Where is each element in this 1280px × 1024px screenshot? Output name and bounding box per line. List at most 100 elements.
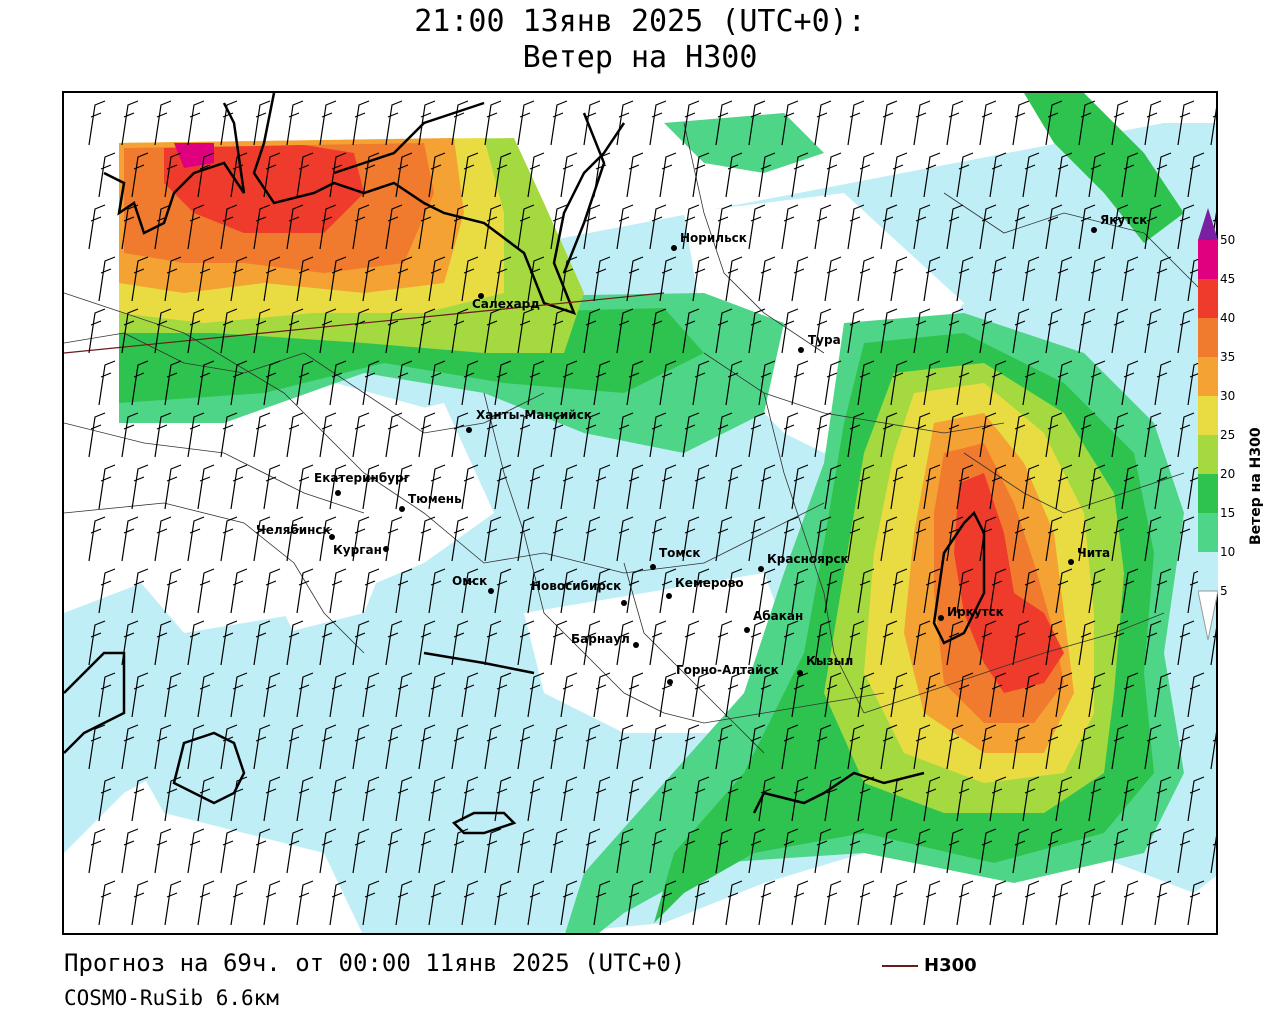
wind-barb: [692, 360, 710, 406]
wind-barb: [814, 828, 832, 874]
wind-barb: [880, 828, 898, 874]
city-dot: [488, 588, 494, 594]
wind-barb: [451, 412, 469, 458]
wind-barb: [121, 100, 139, 146]
wind-barb: [494, 776, 512, 822]
wind-barb: [880, 308, 898, 354]
wind-barb: [791, 776, 809, 822]
wind-barb: [461, 568, 479, 614]
wind-barb: [979, 412, 997, 458]
wind-barb: [913, 412, 931, 458]
wind-barb: [1210, 731, 1216, 770]
wind-barb: [230, 152, 248, 198]
coastlines: [64, 93, 986, 835]
wind-barb: [121, 724, 139, 770]
wind-barb: [550, 412, 568, 458]
wind-barb: [956, 256, 974, 302]
wind-barb: [230, 256, 248, 302]
wind-barb: [1022, 672, 1040, 718]
wind-barb: [847, 620, 865, 666]
wind-barb: [560, 776, 578, 822]
wind-barb: [1078, 828, 1096, 874]
wind-barb: [362, 568, 380, 614]
wind-barb: [1154, 464, 1172, 510]
wind-barb: [263, 776, 281, 822]
wind-barb: [1012, 516, 1030, 562]
wind-barb: [329, 256, 347, 302]
wind-barb: [230, 360, 248, 406]
wind-barb: [385, 828, 403, 874]
wind-barb: [682, 412, 700, 458]
city-label: Иркутск: [947, 605, 1004, 619]
wind-barb: [583, 204, 601, 250]
wind-barb: [715, 100, 733, 146]
wind-barb: [121, 308, 139, 354]
color-bar-segment: [1198, 279, 1218, 318]
h300-contour: [64, 292, 665, 354]
city-dot: [938, 615, 944, 621]
wind-barb: [1055, 672, 1073, 718]
wind-barb: [550, 620, 568, 666]
wind-barb: [1121, 776, 1139, 822]
wind-barb: [1154, 880, 1172, 926]
wind-barb: [1144, 204, 1162, 250]
wind-barb: [220, 516, 238, 562]
wind-barb: [187, 204, 205, 250]
wind-barb: [131, 672, 149, 718]
wind-barb: [1022, 464, 1040, 510]
wind-barb: [989, 880, 1007, 926]
wind-barb: [1045, 308, 1063, 354]
wind-barb: [989, 464, 1007, 510]
wind-barb: [758, 360, 776, 406]
wind-barb: [989, 672, 1007, 718]
wind-barb: [956, 672, 974, 718]
wind-barb: [550, 100, 568, 146]
wind-barb: [286, 308, 304, 354]
wind-barb: [329, 672, 347, 718]
wind-barb: [517, 724, 535, 770]
wind-barb: [1022, 776, 1040, 822]
color-bar-tick: 5: [1220, 584, 1228, 598]
wind-barb: [527, 464, 545, 510]
wind-barb: [748, 204, 766, 250]
wind-barb: [880, 204, 898, 250]
wind-barb: [715, 412, 733, 458]
wind-barb: [814, 204, 832, 250]
wind-barb: [847, 308, 865, 354]
wind-barb: [814, 100, 832, 146]
wind-barb: [428, 152, 446, 198]
wind-barb: [187, 724, 205, 770]
wind-barb: [263, 360, 281, 406]
wind-barb: [98, 152, 116, 198]
wind-barb: [682, 724, 700, 770]
wind-barb: [517, 620, 535, 666]
city-label: Томск: [659, 546, 701, 560]
wind-barb: [550, 828, 568, 874]
wind-barb: [913, 100, 931, 146]
wind-barb: [979, 620, 997, 666]
wind-barb: [329, 776, 347, 822]
wind-barb: [187, 308, 205, 354]
wind-barb: [385, 204, 403, 250]
wind-barb: [517, 204, 535, 250]
wind-barb: [791, 256, 809, 302]
map-title-time: 21:00 13янв 2025 (UTC+0):: [414, 4, 866, 39]
model-name: COSMO-RuSib 6.6км: [64, 986, 279, 1010]
wind-barb: [230, 880, 248, 926]
wind-barb: [329, 880, 347, 926]
wind-barb: [979, 308, 997, 354]
wind-barb: [319, 412, 337, 458]
wind-barb: [88, 620, 106, 666]
wind-barb: [824, 568, 842, 614]
wind-barb: [131, 464, 149, 510]
wind-barb: [550, 724, 568, 770]
wind-barb: [428, 464, 446, 510]
wind-barb: [494, 152, 512, 198]
wind-barb: [319, 620, 337, 666]
wind-barb: [296, 360, 314, 406]
wind-barb: [197, 880, 215, 926]
wind-barb: [682, 308, 700, 354]
wind-barb: [187, 828, 205, 874]
wind-barb: [461, 672, 479, 718]
wind-barb: [319, 724, 337, 770]
